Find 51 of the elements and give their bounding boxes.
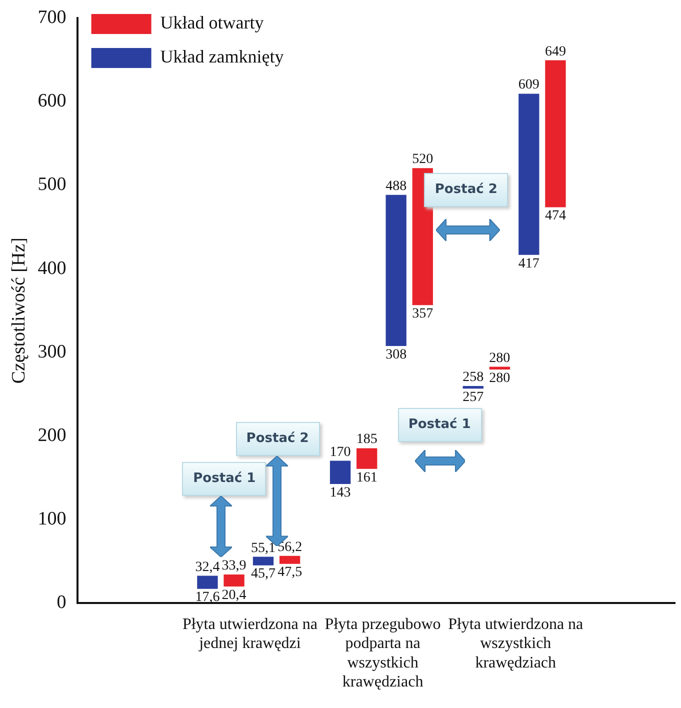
bar bbox=[252, 556, 274, 566]
text: 47,5 bbox=[278, 565, 302, 580]
y-tick-label: 600 bbox=[38, 90, 66, 112]
text: 417 bbox=[518, 256, 540, 272]
x-tick-label: Płyta przegubowo podparta na wszystkich krawędziach bbox=[324, 616, 441, 691]
text: 649 bbox=[544, 44, 566, 60]
y-axis-title: Częstotliwość [Hz] bbox=[8, 238, 30, 384]
bar bbox=[386, 194, 406, 346]
text: 474 bbox=[544, 208, 566, 224]
text: 357 bbox=[412, 306, 434, 322]
text: 143 bbox=[330, 485, 351, 500]
annotation: Postać 2 bbox=[424, 173, 508, 208]
annotation: Postać 2 bbox=[236, 422, 320, 456]
x-tick-label: Płyta utwierdzona na wszystkich krawędziach bbox=[448, 616, 584, 672]
text: 520 bbox=[412, 152, 434, 168]
bar bbox=[197, 576, 218, 589]
text: 20,4 bbox=[222, 588, 246, 603]
bar bbox=[330, 460, 351, 484]
y-tick-label: 200 bbox=[38, 424, 66, 446]
y-tick-label: 400 bbox=[38, 258, 66, 279]
y-tick-label: 100 bbox=[38, 508, 66, 530]
text: 55,1 bbox=[251, 540, 276, 556]
text: 170 bbox=[330, 444, 351, 460]
legend-label: Układ otwarty bbox=[160, 12, 264, 33]
text: 17,6 bbox=[195, 590, 220, 606]
text: 161 bbox=[356, 470, 378, 486]
y-tick-label: 300 bbox=[38, 341, 66, 362]
text: 308 bbox=[386, 347, 407, 362]
text: 32,4 bbox=[195, 560, 220, 575]
text: 280 bbox=[489, 350, 510, 366]
text: 258 bbox=[462, 370, 484, 386]
text: 257 bbox=[462, 390, 484, 406]
y-tick-label: 500 bbox=[38, 174, 66, 196]
bar bbox=[356, 448, 378, 469]
text: 280 bbox=[489, 370, 510, 386]
y-tick-label: 700 bbox=[38, 6, 66, 28]
y-tick-label: 0 bbox=[56, 592, 66, 614]
bar bbox=[279, 556, 300, 564]
text: 45,7 bbox=[251, 566, 276, 582]
text: 609 bbox=[518, 78, 540, 93]
x-tick-label: Płyta utwierdzona na jednej krawędzi bbox=[182, 616, 318, 652]
annotation: Postać 1 bbox=[182, 462, 266, 496]
annotation: Postać 1 bbox=[398, 408, 482, 442]
bar bbox=[462, 386, 484, 389]
text: 33,9 bbox=[222, 558, 246, 574]
text: 185 bbox=[356, 432, 378, 448]
text: 488 bbox=[386, 178, 407, 194]
bar bbox=[518, 94, 540, 255]
legend-label: Układ zamknięty bbox=[160, 46, 284, 67]
bar bbox=[224, 574, 244, 586]
bar bbox=[545, 60, 566, 208]
